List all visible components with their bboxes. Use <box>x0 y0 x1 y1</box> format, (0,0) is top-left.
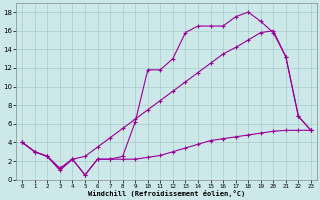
X-axis label: Windchill (Refroidissement éolien,°C): Windchill (Refroidissement éolien,°C) <box>88 190 245 197</box>
